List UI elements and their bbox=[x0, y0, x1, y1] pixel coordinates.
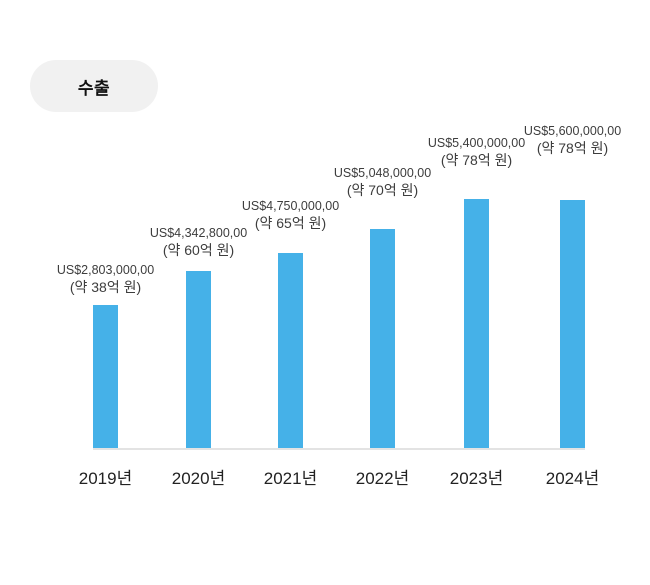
value-usd: US$5,400,000,00 bbox=[427, 136, 526, 150]
x-axis-label-2024년: 2024년 bbox=[545, 469, 600, 488]
value-krw: (약 60억 원) bbox=[162, 242, 235, 259]
value-krw: (약 65억 원) bbox=[254, 215, 327, 232]
value-krw: (약 78억 원) bbox=[440, 152, 513, 169]
bar-2024년 bbox=[560, 200, 585, 448]
bar-2020년 bbox=[186, 271, 211, 448]
value-label-2019년: US$2,803,000,00 (약 38억 원) bbox=[16, 263, 196, 296]
x-axis-label-2021년: 2021년 bbox=[263, 469, 318, 488]
value-krw: (약 38억 원) bbox=[69, 279, 142, 296]
value-label-2021년: US$4,750,000,00 (약 65억 원) bbox=[201, 199, 381, 232]
value-label-2022년: US$5,048,000,00 (약 70억 원) bbox=[293, 166, 473, 199]
value-usd: US$4,750,000,00 bbox=[241, 199, 340, 213]
export-badge: 수출 bbox=[30, 60, 158, 112]
x-axis-label-2023년: 2023년 bbox=[449, 469, 504, 488]
value-usd: US$2,803,000,00 bbox=[56, 263, 155, 277]
value-krw: (약 70억 원) bbox=[346, 182, 419, 199]
value-usd: US$5,048,000,00 bbox=[333, 166, 432, 180]
x-axis-label-2022년: 2022년 bbox=[355, 469, 410, 488]
value-krw: (약 78억 원) bbox=[536, 140, 609, 157]
bar-2019년 bbox=[93, 305, 118, 448]
x-axis-baseline bbox=[93, 448, 585, 450]
bar-2021년 bbox=[278, 253, 303, 448]
value-label-2020년: US$4,342,800,00 (약 60억 원) bbox=[109, 226, 289, 259]
value-usd: US$5,600,000,00 bbox=[523, 124, 622, 138]
x-axis-label-2020년: 2020년 bbox=[171, 469, 226, 488]
bar-2023년 bbox=[464, 199, 489, 448]
bar-2022년 bbox=[370, 229, 395, 448]
value-usd: US$4,342,800,00 bbox=[149, 226, 248, 240]
value-label-2024년: US$5,600,000,00 (약 78억 원) bbox=[483, 124, 650, 157]
x-axis-label-2019년: 2019년 bbox=[78, 469, 133, 488]
value-label-2023년: US$5,400,000,00 (약 78억 원) bbox=[387, 136, 567, 169]
export-badge-label: 수출 bbox=[77, 78, 111, 98]
